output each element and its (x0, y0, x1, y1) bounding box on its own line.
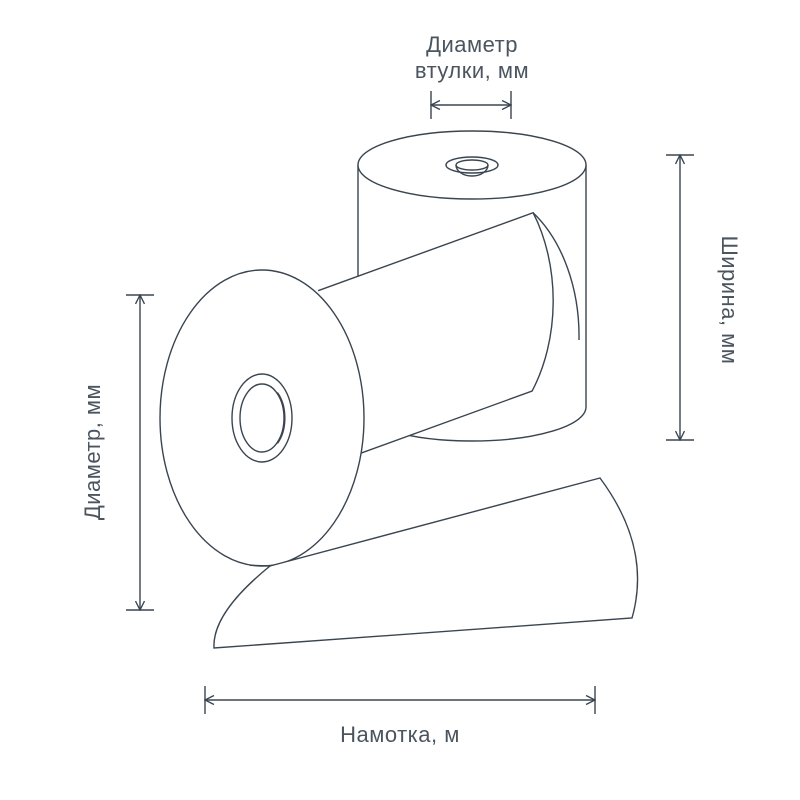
label-winding: Намотка, м (340, 722, 460, 747)
label-core-diameter-2: втулки, мм (415, 58, 529, 83)
label-core-diameter-1: Диаметр (426, 32, 518, 57)
label-diameter: Диаметр, мм (80, 384, 105, 520)
label-width: Ширина, мм (717, 236, 742, 365)
diagram-svg: Диаметр втулки, мм Ширина, мм Диаметр, м… (0, 0, 800, 800)
